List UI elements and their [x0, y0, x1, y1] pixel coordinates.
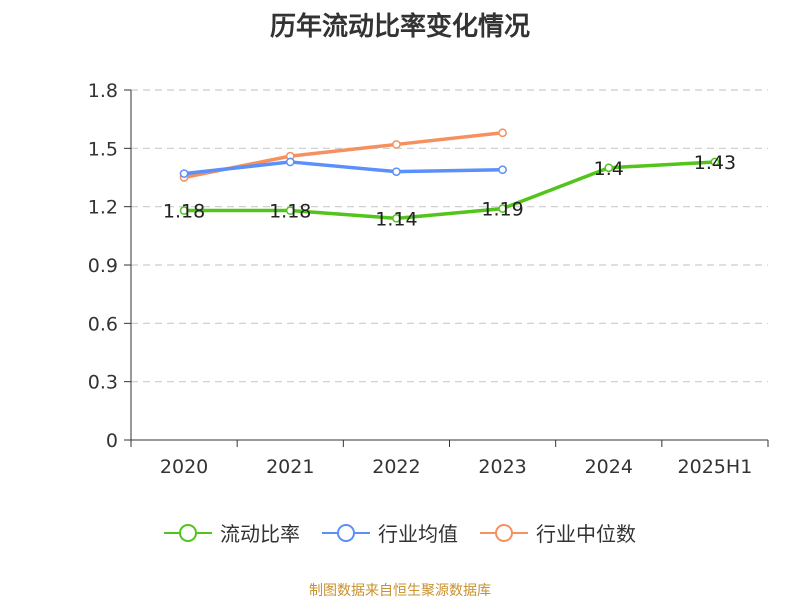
legend: 流动比率 行业均值 行业中位数	[0, 518, 800, 547]
legend-item-current-ratio[interactable]: 流动比率	[164, 518, 300, 547]
legend-label-current-ratio: 流动比率	[220, 522, 300, 546]
data-point	[498, 165, 507, 175]
legend-item-industry-median[interactable]: 行业中位数	[480, 518, 636, 547]
y-tick-label: 1.5	[88, 138, 118, 160]
x-tick-label: 2023	[478, 456, 526, 478]
data-label: 1.43	[694, 152, 736, 174]
y-tick-label: 0.3	[88, 372, 118, 394]
x-tick-label: 2021	[266, 456, 314, 478]
x-tick-label: 2020	[160, 456, 208, 478]
source-note: 制图数据来自恒生聚源数据库	[309, 583, 491, 599]
data-point	[179, 169, 189, 178]
legend-swatch-industry-median	[480, 523, 528, 542]
data-point	[498, 128, 507, 138]
data-label: 1.18	[163, 201, 205, 223]
y-tick-label: 0.6	[88, 313, 118, 335]
legend-label-industry-median: 行业中位数	[536, 522, 636, 546]
data-point	[392, 140, 401, 149]
data-point	[285, 157, 295, 167]
data-label: 1.4	[594, 158, 624, 180]
y-tick-label: 0	[106, 430, 118, 452]
data-label: 1.19	[481, 199, 523, 221]
series-line	[184, 160, 716, 221]
data-point	[392, 167, 401, 177]
x-tick-label: 2025H1	[678, 456, 753, 478]
data-point	[179, 206, 189, 215]
legend-swatch-industry-mean	[322, 523, 370, 542]
data-label: 1.14	[375, 208, 417, 230]
data-point	[604, 163, 614, 173]
legend-item-industry-mean[interactable]: 行业均值	[322, 518, 458, 547]
series-line	[183, 160, 503, 176]
y-tick-label: 1.8	[88, 80, 118, 102]
y-tick-label: 0.9	[88, 255, 118, 277]
data-point	[285, 206, 295, 215]
x-tick-label: 2022	[372, 456, 420, 478]
legend-swatch-current-ratio	[164, 523, 212, 542]
data-label: 1.18	[269, 201, 311, 223]
data-point	[710, 157, 720, 167]
data-point	[498, 204, 507, 213]
chart-title: 历年流动比率变化情况	[269, 12, 530, 42]
data-point	[392, 213, 401, 223]
legend-label-industry-mean: 行业均值	[378, 522, 458, 546]
x-tick-label: 2024	[585, 456, 633, 478]
y-tick-label: 1.2	[88, 197, 118, 219]
